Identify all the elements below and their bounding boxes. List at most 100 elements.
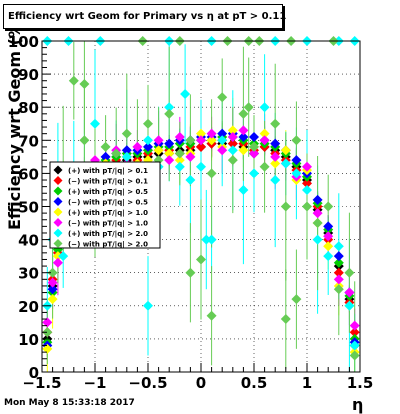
data-point [174, 131, 185, 142]
legend-label: (−) with pT/|q| > 1.0 [68, 220, 148, 229]
data-point [121, 151, 132, 162]
data-point [164, 148, 175, 159]
y-tick-label: 10 [18, 331, 39, 349]
data-point [111, 148, 122, 159]
title-box: Efficiency wrt Geom for Primary vs η at … [3, 4, 286, 29]
data-point [52, 257, 63, 268]
legend-label: (+) with pT/|q| > 0.5 [68, 188, 148, 197]
data-point [47, 277, 58, 288]
data-point [206, 135, 217, 146]
y-axis-title: Efficiency wrt Geom (%) [5, 15, 24, 230]
y-tick-label: 70 [18, 132, 39, 150]
data-point [206, 234, 217, 245]
data-point [90, 118, 100, 129]
tick-labels: −1.5 −1 −0.5 0 0.5 1 1.5 0 10 20 30 40 50 60 70 80 90 100 [8, 33, 374, 392]
data-point [344, 267, 355, 278]
x-tick-label: −1.5 [22, 374, 61, 392]
data-point [68, 75, 79, 86]
data-point [302, 161, 312, 172]
data-point [153, 145, 164, 156]
data-point [164, 108, 175, 119]
legend-marker [53, 165, 63, 175]
data-point [227, 155, 238, 166]
data-point [259, 135, 270, 146]
data-point [164, 138, 175, 149]
data-point [174, 148, 185, 159]
legend-label: (−) with pT/|q| > 0.1 [68, 178, 148, 187]
data-point [100, 141, 111, 152]
data-point [280, 158, 291, 169]
outlier-point [143, 300, 153, 311]
legend-label: (+) with pT/|q| > 1.0 [68, 209, 148, 218]
legend-marker [53, 239, 63, 248]
data-points [42, 36, 360, 361]
timestamp-footer: Mon May 8 15:33:18 2017 [4, 398, 135, 408]
data-point [323, 231, 334, 242]
legend-marker [53, 207, 63, 217]
data-point [349, 340, 360, 351]
data-point [217, 128, 228, 139]
data-point [227, 138, 238, 149]
x-tick-label: 1 [302, 374, 312, 392]
data-point [349, 350, 360, 361]
data-point [196, 135, 206, 146]
data-point [206, 128, 217, 139]
data-point [164, 102, 175, 113]
data-point [270, 175, 281, 186]
x-tick-label: 0 [196, 374, 206, 392]
data-point [185, 151, 196, 162]
data-point [302, 184, 312, 195]
data-point [312, 234, 323, 245]
data-point [270, 118, 281, 129]
data-point [238, 125, 249, 136]
data-point [249, 131, 259, 142]
data-point [291, 155, 302, 166]
y-tick-label: 80 [18, 99, 39, 117]
legend: (+) with pT/|q| > 0.1 (−) with pT/|q| > 0… [49, 161, 161, 250]
data-point [291, 135, 302, 146]
axis-ticks [41, 40, 361, 373]
data-point [312, 218, 323, 229]
legend-label: (+) with pT/|q| > 2.0 [68, 230, 148, 239]
data-point [196, 141, 206, 152]
data-point [100, 151, 111, 162]
outlier-point [201, 234, 212, 245]
data-point [270, 138, 281, 149]
data-point [323, 201, 334, 212]
data-point [333, 284, 344, 295]
data-point [344, 287, 355, 298]
outlier-point [291, 294, 302, 305]
legend-label: (−) with pT/|q| > 2.0 [68, 241, 148, 250]
data-point [312, 208, 323, 219]
y-tick-label: 100 [8, 33, 39, 51]
data-point [270, 151, 281, 162]
data-point [312, 194, 323, 205]
x-tick-label: 0.5 [241, 374, 268, 392]
data-point [58, 251, 69, 262]
data-point [217, 135, 228, 146]
data-point [42, 327, 53, 338]
data-point [52, 251, 63, 262]
x-tick-label: 1.5 [347, 374, 374, 392]
x-tick-label: −0.5 [128, 374, 167, 392]
data-point [280, 145, 291, 156]
data-point [349, 320, 360, 331]
data-point [323, 221, 334, 232]
data-point [42, 317, 53, 328]
legend-marker [53, 218, 63, 227]
outlier-point [79, 79, 90, 90]
data-point [323, 241, 334, 252]
data-point [121, 145, 132, 156]
outlier-point [185, 267, 196, 278]
data-point [174, 155, 185, 166]
legend-box [49, 161, 161, 249]
y-tick-label: 20 [18, 298, 39, 316]
legend-label: (+) with pT/|q| > 0.1 [68, 167, 148, 176]
data-point [238, 145, 249, 156]
data-point [333, 257, 344, 268]
data-point [249, 148, 259, 159]
data-point [302, 201, 312, 212]
data-point [270, 158, 281, 169]
data-point [196, 128, 206, 139]
data-point [249, 141, 259, 152]
